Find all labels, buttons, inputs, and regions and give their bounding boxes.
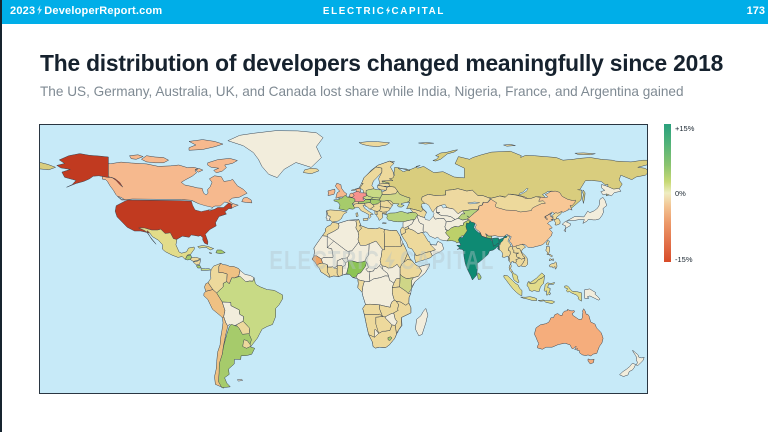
svg-text:ELECTRIC: ELECTRIC [269, 246, 380, 275]
svg-text:CAPITAL: CAPITAL [400, 246, 494, 275]
